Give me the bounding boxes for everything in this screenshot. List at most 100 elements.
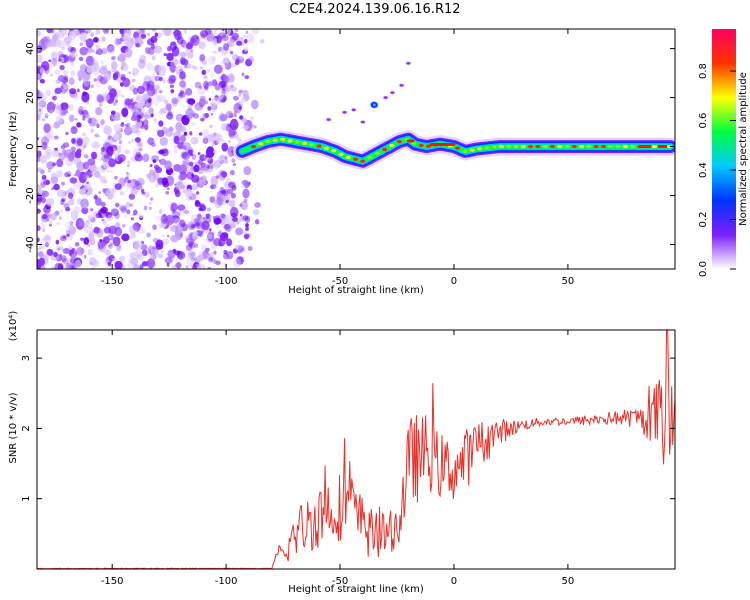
noise-speckle [126,164,130,168]
noise-speckle [152,237,158,243]
snr-x-tick-label: -50 [332,576,348,587]
noise-speckle [154,84,161,91]
noise-speckle [50,213,57,221]
noise-speckle [133,72,139,77]
noise-speckle [38,92,47,104]
noise-speckle [234,59,240,66]
noise-speckle [199,53,206,62]
noise-speckle [105,189,111,196]
noise-speckle [136,94,144,104]
noise-speckle [177,204,186,211]
noise-speckle [128,141,132,144]
noise-speckle [190,257,196,262]
noise-speckle [79,32,87,42]
noise-speckle [46,218,50,222]
noise-speckle [125,201,131,208]
noise-speckle [69,221,74,226]
noise-speckle [77,88,80,93]
noise-speckle [212,149,216,154]
noise-speckle [234,133,239,139]
spectrogram-x-tick-label: 0 [451,276,457,287]
noise-speckle [221,201,226,206]
noise-speckle [127,160,131,165]
noise-speckle [242,188,250,199]
noise-speckle [130,257,139,266]
noise-speckle [243,38,248,44]
noise-speckle [132,67,139,75]
noise-speckle [37,137,40,141]
noise-speckle [229,50,234,55]
noise-speckle [69,177,78,184]
noise-speckle [179,80,187,88]
noise-speckle [180,58,189,66]
noise-speckle [228,181,236,189]
noise-speckle [170,235,179,243]
noise-speckle [94,166,99,172]
spectrogram-y-label: Frequency (Hz) [8,111,19,187]
noise-speckle [175,121,183,132]
noise-speckle [185,244,193,252]
noise-speckle [142,119,149,128]
noise-speckle [37,157,41,163]
noise-speckle [132,87,139,95]
noise-speckle [51,187,54,191]
noise-speckle [213,201,216,204]
noise-speckle [130,232,136,239]
noise-speckle [120,123,125,127]
noise-speckle [50,172,59,182]
noise-speckle [180,151,188,159]
carrier-hotspot [484,146,490,150]
noise-speckle [124,48,133,58]
spectrogram-plot-area[interactable] [33,25,675,273]
noise-speckle [144,191,150,199]
noise-speckle [175,262,182,268]
noise-speckle [198,250,206,260]
noise-speckle [220,193,227,202]
noise-speckle [188,161,194,167]
noise-speckle [176,36,184,45]
noise-speckle [170,89,175,94]
noise-speckle [120,206,127,214]
noise-speckle [123,178,128,183]
colorbar-tick-label: 0.8 [698,63,709,79]
noise-speckle [88,232,95,240]
noise-speckle [89,239,92,243]
noise-speckle [37,99,43,108]
noise-speckle [40,159,44,164]
carrier-hotspot [498,144,504,149]
noise-speckle [86,49,93,55]
noise-speckle [127,179,131,184]
noise-speckle [119,191,125,196]
carrier-hotspot [586,144,592,149]
snr-plot-area[interactable] [37,327,675,569]
noise-speckle [231,217,239,223]
sideband-point [351,108,356,112]
noise-speckle [153,45,163,54]
noise-speckle [68,174,72,177]
noise-speckle [44,39,51,48]
carrier-hotspot [651,144,658,149]
noise-speckle [40,221,44,225]
noise-speckle [146,258,156,269]
noise-speckle [166,187,170,191]
noise-speckle [172,248,177,254]
noise-speckle [37,237,40,243]
noise-speckle [68,225,76,235]
noise-speckle [59,235,67,242]
noise-speckle [201,69,207,76]
noise-speckle [65,189,70,194]
noise-speckle [190,103,194,106]
noise-speckle [84,30,89,35]
noise-speckle [207,229,210,233]
noise-speckle [56,114,64,124]
noise-speckle [252,29,260,35]
noise-speckle [39,67,45,75]
noise-speckle [57,39,66,49]
noise-speckle [198,232,204,238]
noise-speckle [82,91,87,96]
noise-speckle [233,113,237,118]
noise-speckle [65,41,71,47]
noise-speckle [67,46,74,53]
noise-speckle [71,138,76,144]
noise-speckle [190,49,194,53]
